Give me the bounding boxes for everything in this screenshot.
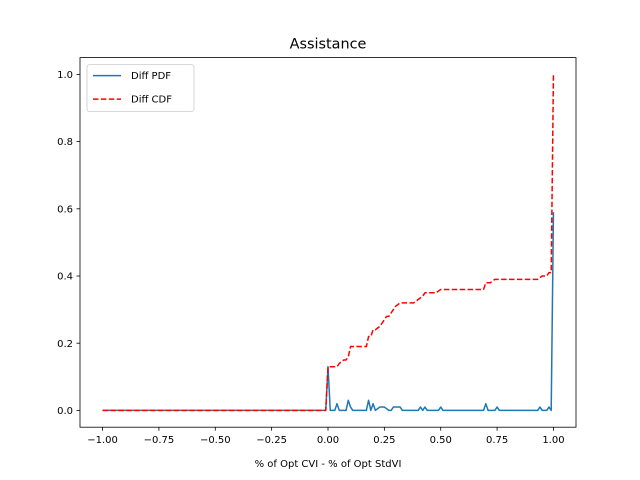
y-tick-label: 0.2 xyxy=(57,339,73,350)
y-tick-label: 0.0 xyxy=(57,406,73,417)
x-tick-label: −0.75 xyxy=(144,435,175,446)
series-line-diff-cdf xyxy=(102,74,555,412)
chart-title: Assistance xyxy=(290,37,367,53)
x-axis-label: % of Opt CVI - % of Opt StdVI xyxy=(255,459,402,470)
x-tick-label: −0.50 xyxy=(200,435,231,446)
y-tick-label: 0.6 xyxy=(57,204,73,215)
y-tick-label: 1.0 xyxy=(57,70,73,81)
y-tick-label: 0.8 xyxy=(57,137,73,148)
x-tick-label: 0.00 xyxy=(317,435,339,446)
x-axis-ticks: −1.00 −0.75 −0.50 −0.25 0.00 0.25 0.50 0.75 1.00 xyxy=(87,427,565,446)
x-tick-label: −1.00 xyxy=(87,435,118,446)
y-tick-label: 0.4 xyxy=(57,272,73,283)
x-tick-label: −0.25 xyxy=(256,435,287,446)
series-line-diff-pdf xyxy=(102,212,555,412)
x-tick-label: 0.25 xyxy=(373,435,395,446)
x-tick-label: 0.50 xyxy=(430,435,452,446)
x-tick-label: 1.00 xyxy=(542,435,564,446)
legend-label: Diff PDF xyxy=(131,71,171,82)
legend-label: Diff CDF xyxy=(131,95,172,106)
x-tick-label: 0.75 xyxy=(486,435,508,446)
y-axis-ticks: 0.0 0.2 0.4 0.6 0.8 1.0 xyxy=(57,70,80,417)
plot-layer xyxy=(102,74,555,412)
legend: Diff PDF Diff CDF xyxy=(86,64,195,112)
